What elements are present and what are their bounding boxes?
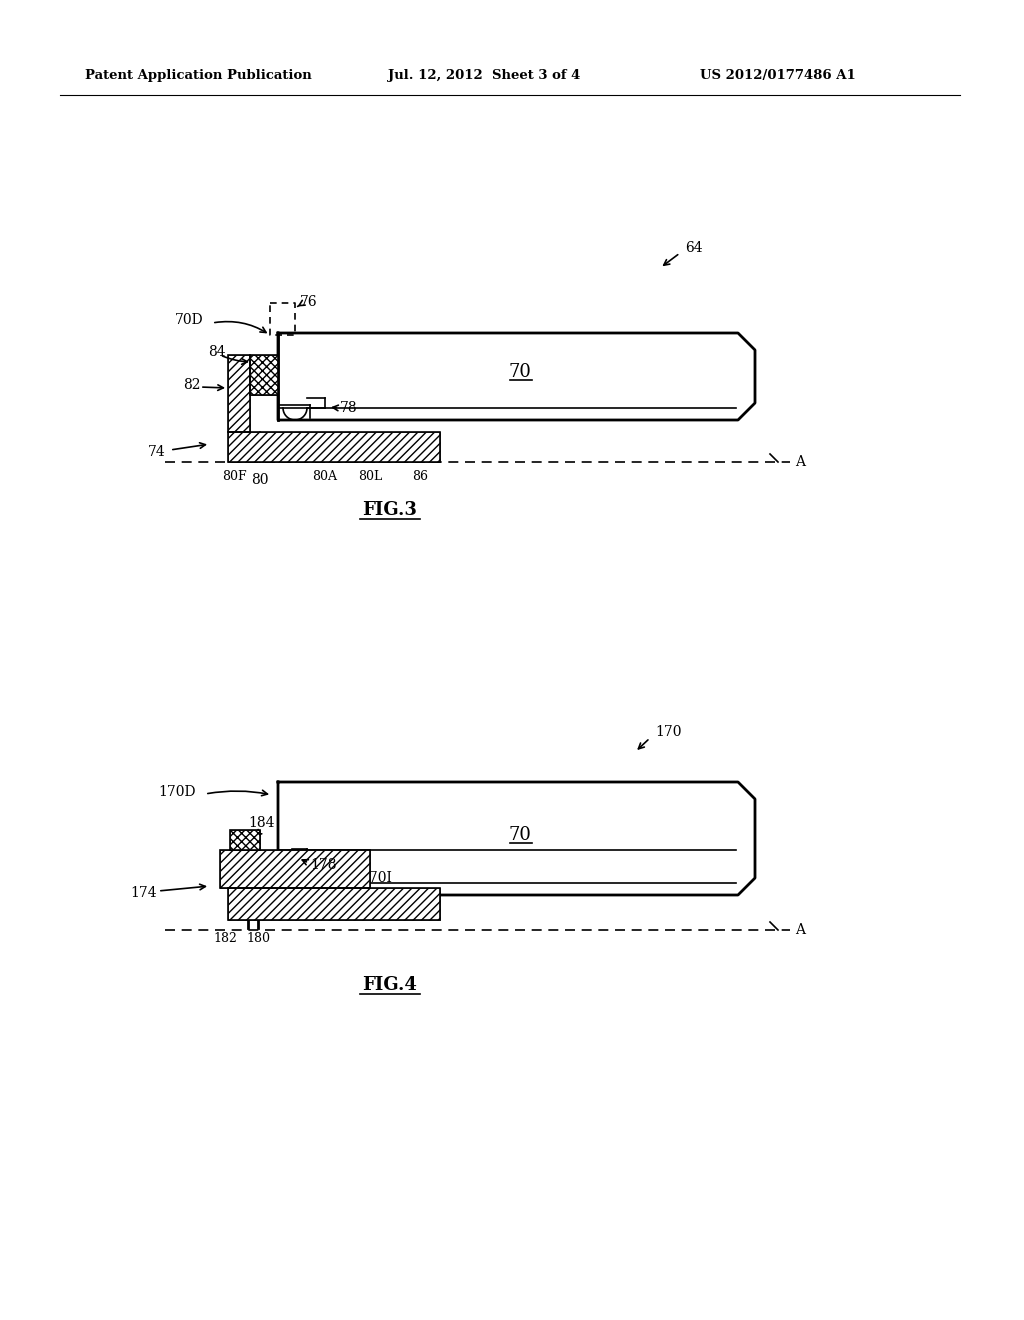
Text: 182: 182 [213, 932, 237, 945]
Text: A: A [795, 455, 805, 469]
Text: 180: 180 [246, 932, 270, 945]
Text: 170I: 170I [360, 871, 392, 884]
Bar [220, 850, 370, 888]
Text: A: A [795, 923, 805, 937]
Text: 84: 84 [208, 345, 225, 359]
Text: 74: 74 [148, 445, 166, 459]
Text: 80: 80 [251, 473, 268, 487]
Text: 80A: 80A [312, 470, 338, 483]
Text: 76: 76 [300, 294, 317, 309]
Text: 80F: 80F [221, 470, 247, 483]
Bar [250, 355, 278, 395]
Text: 184: 184 [248, 816, 274, 830]
Text: 70: 70 [509, 363, 531, 381]
Text: FIG.4: FIG.4 [362, 975, 418, 994]
Text: 64: 64 [685, 242, 702, 255]
Text: 170: 170 [655, 725, 682, 739]
Text: 70D: 70D [175, 313, 204, 327]
Bar [228, 888, 440, 920]
Bar [230, 830, 260, 850]
Text: 170D: 170D [158, 785, 196, 799]
Text: 80L: 80L [357, 470, 382, 483]
Text: 82: 82 [183, 378, 201, 392]
Text: 70: 70 [509, 826, 531, 843]
Text: Patent Application Publication: Patent Application Publication [85, 69, 311, 82]
Text: US 2012/0177486 A1: US 2012/0177486 A1 [700, 69, 856, 82]
Text: 174: 174 [130, 886, 157, 900]
Text: Jul. 12, 2012  Sheet 3 of 4: Jul. 12, 2012 Sheet 3 of 4 [388, 69, 581, 82]
Bar [228, 432, 440, 462]
Text: FIG.3: FIG.3 [362, 502, 418, 519]
Text: 78: 78 [340, 401, 357, 414]
Bar [228, 355, 250, 432]
Text: 178: 178 [310, 858, 337, 873]
Text: 86: 86 [412, 470, 428, 483]
